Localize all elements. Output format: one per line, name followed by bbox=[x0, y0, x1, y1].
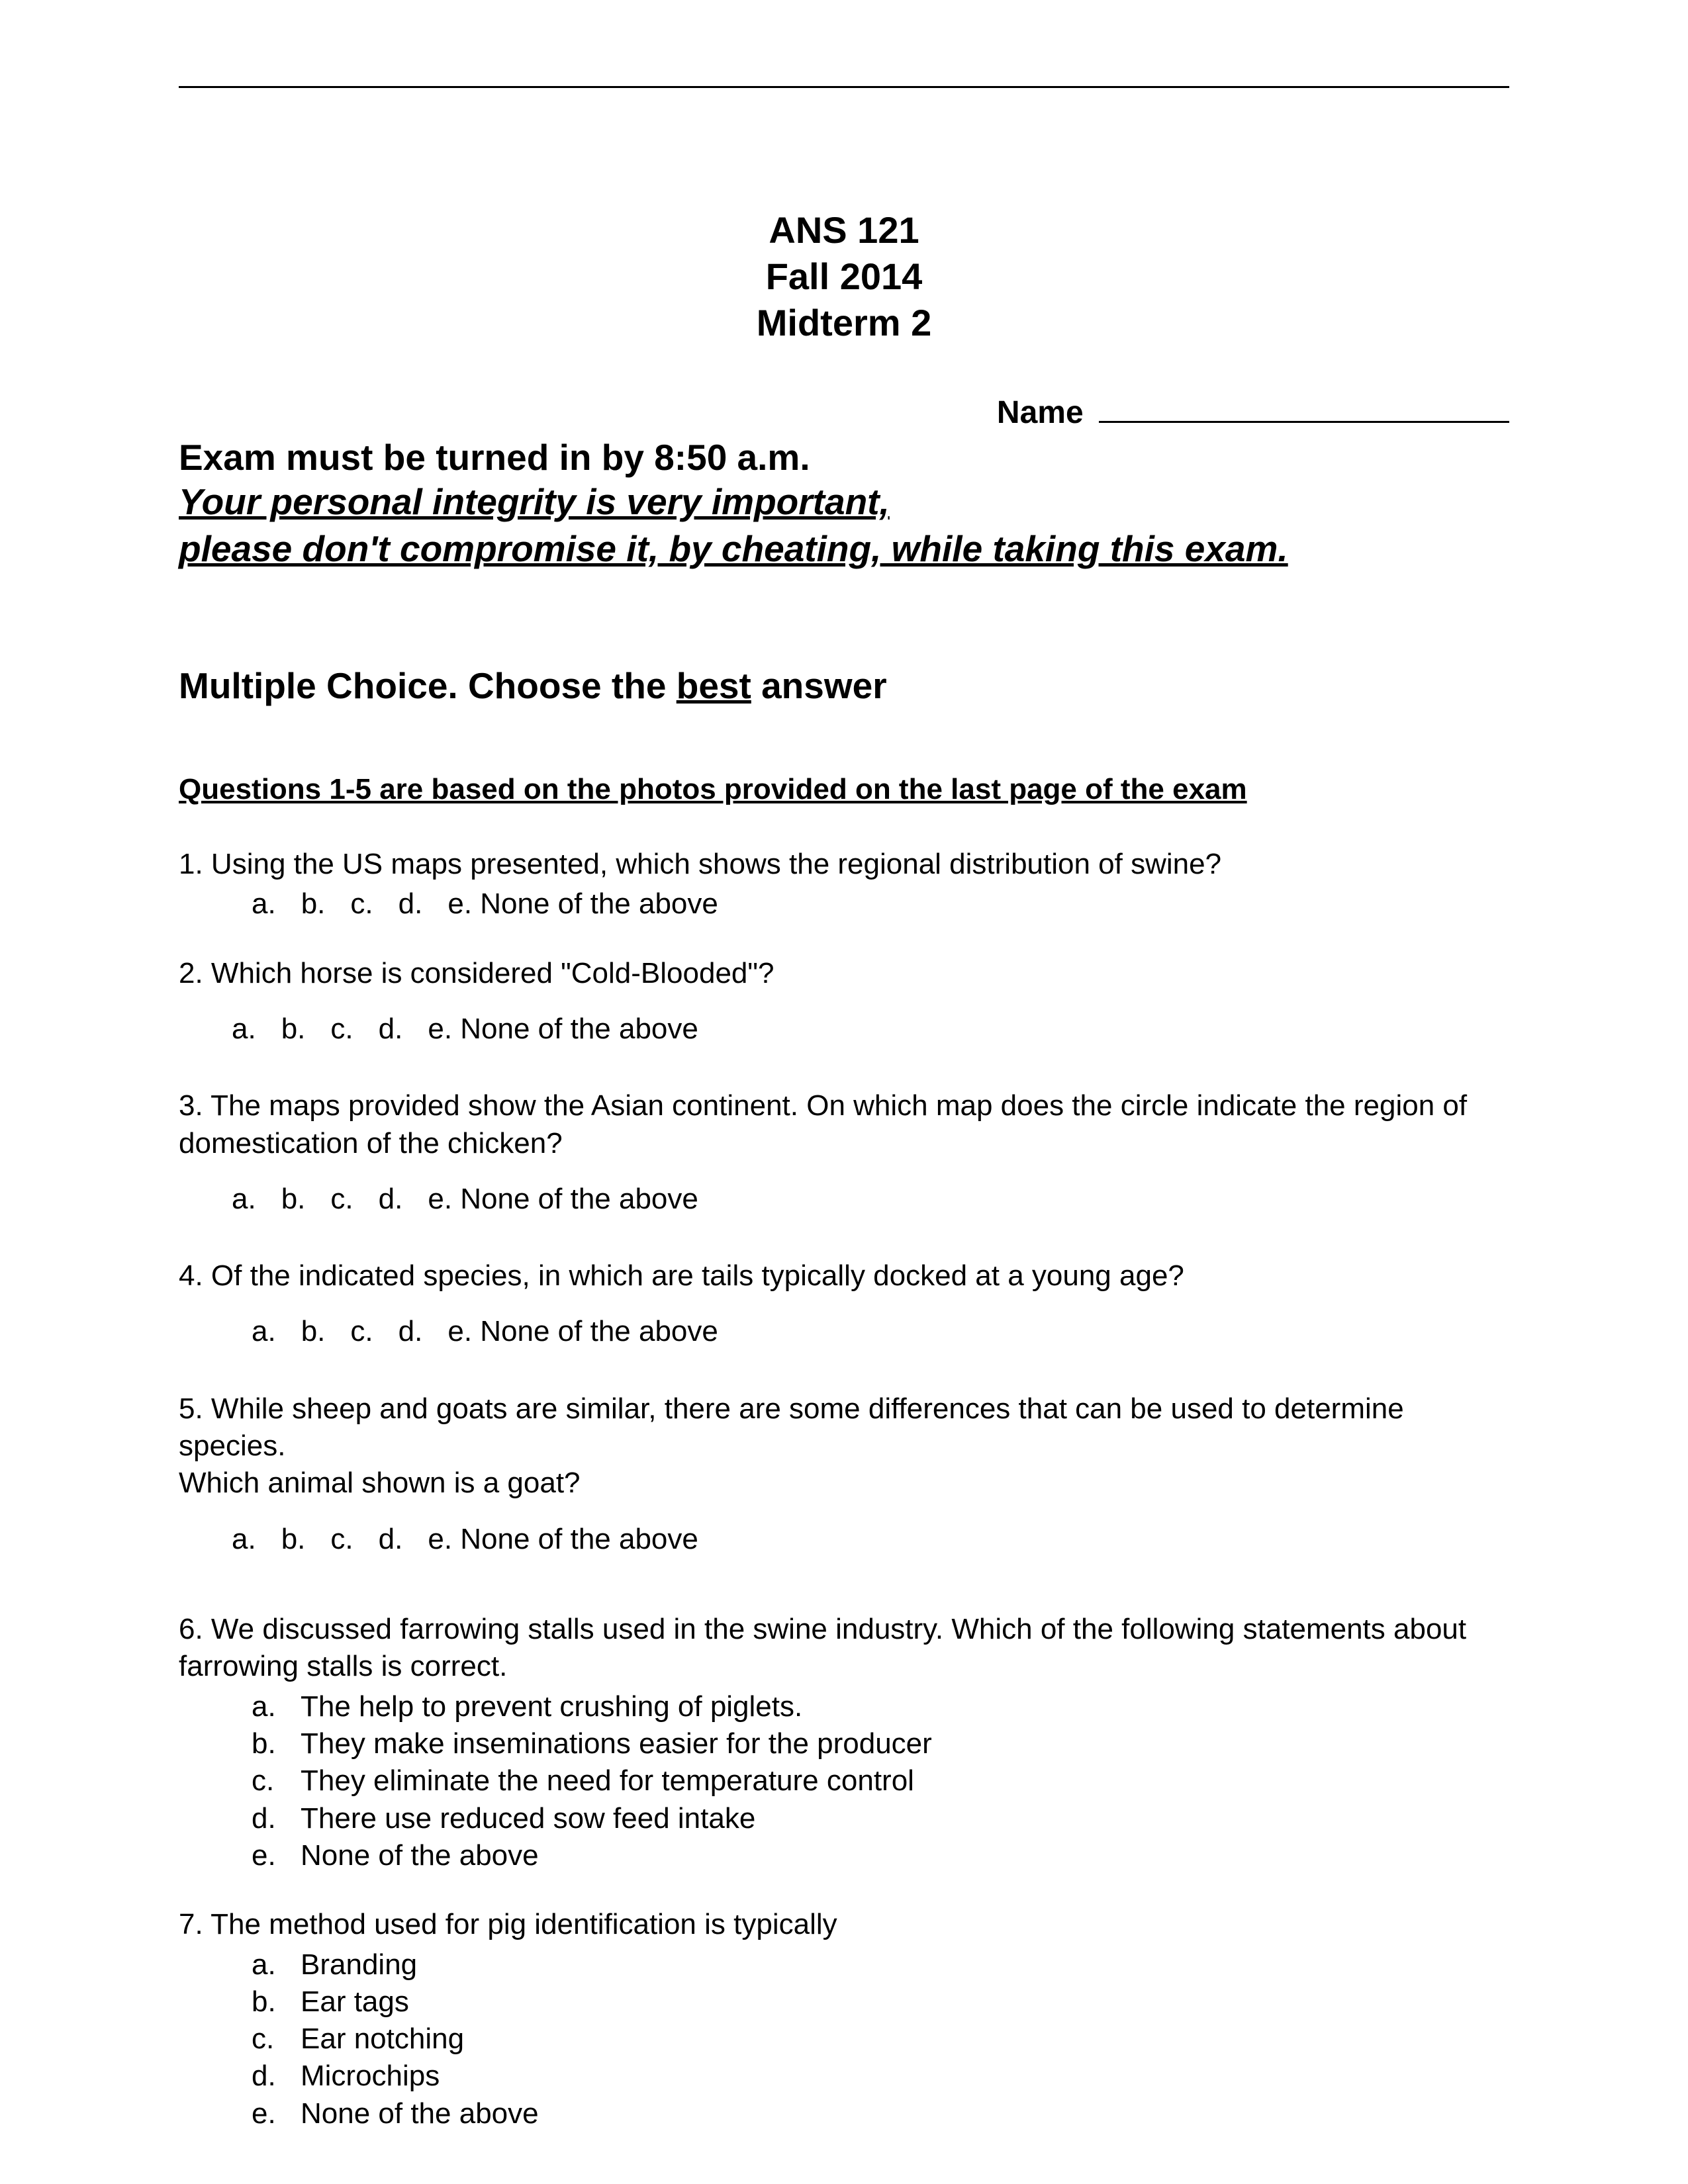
question-5: 5. While sheep and goats are similar, th… bbox=[179, 1390, 1509, 1558]
q5-stem-l1: 5. While sheep and goats are similar, th… bbox=[179, 1390, 1509, 1465]
q2-opt-b[interactable]: b. bbox=[281, 1011, 306, 1048]
mc-title-underlined: best bbox=[677, 665, 751, 706]
q7-options: a.Branding b.Ear tags c.Ear notching d.M… bbox=[179, 1946, 1509, 2133]
integrity-block: Your personal integrity is very importan… bbox=[179, 478, 1509, 572]
q1-opt-d[interactable]: d. bbox=[399, 886, 423, 923]
q6-stem-l1: 6. We discussed farrowing stalls used in… bbox=[179, 1611, 1509, 1648]
question-1: 1. Using the US maps presented, which sh… bbox=[179, 846, 1509, 923]
q3-opt-e[interactable]: e. None of the above bbox=[428, 1181, 698, 1218]
q3-stem-l1: 3. The maps provided show the Asian cont… bbox=[179, 1087, 1509, 1124]
q7-opt-e[interactable]: e.None of the above bbox=[252, 2095, 1509, 2132]
q7-stem: 7. The method used for pig identificatio… bbox=[179, 1906, 1509, 1943]
q1-opt-c[interactable]: c. bbox=[350, 886, 373, 923]
q3-opt-b[interactable]: b. bbox=[281, 1181, 306, 1218]
q1-stem: 1. Using the US maps presented, which sh… bbox=[179, 846, 1509, 883]
q6-options: a.The help to prevent crushing of piglet… bbox=[179, 1688, 1509, 1875]
top-rule bbox=[179, 86, 1509, 88]
header-line-2: Fall 2014 bbox=[179, 253, 1509, 300]
q2-stem: 2. Which horse is considered "Cold-Blood… bbox=[179, 955, 1509, 992]
q6-opt-d[interactable]: d.There use reduced sow feed intake bbox=[252, 1800, 1509, 1837]
q4-stem: 4. Of the indicated species, in which ar… bbox=[179, 1257, 1509, 1295]
q5-stem-l2: Which animal shown is a goat? bbox=[179, 1465, 1509, 1502]
q4-opt-a[interactable]: a. bbox=[252, 1313, 276, 1350]
mc-title-post: answer bbox=[751, 665, 887, 706]
exam-page: ANS 121 Fall 2014 Midterm 2 Name Exam mu… bbox=[0, 0, 1688, 2184]
question-3: 3. The maps provided show the Asian cont… bbox=[179, 1087, 1509, 1218]
q7-opt-d[interactable]: d.Microchips bbox=[252, 2058, 1509, 2095]
question-7: 7. The method used for pig identificatio… bbox=[179, 1906, 1509, 2132]
q4-options: a. b. c. d. e. None of the above bbox=[179, 1313, 1509, 1350]
name-row: Name bbox=[179, 392, 1509, 431]
q2-opt-c[interactable]: c. bbox=[330, 1011, 353, 1048]
q6-stem-l2: farrowing stalls is correct. bbox=[179, 1648, 1509, 1685]
q5-opt-b[interactable]: b. bbox=[281, 1521, 306, 1558]
q1-opt-e[interactable]: e. None of the above bbox=[447, 886, 718, 923]
q3-opt-d[interactable]: d. bbox=[379, 1181, 403, 1218]
q3-opt-a[interactable]: a. bbox=[232, 1181, 256, 1218]
integrity-line-1: Your personal integrity is very importan… bbox=[179, 478, 1509, 525]
exam-header: ANS 121 Fall 2014 Midterm 2 bbox=[179, 207, 1509, 346]
header-line-1: ANS 121 bbox=[179, 207, 1509, 253]
deadline-line: Exam must be turned in by 8:50 a.m. bbox=[179, 436, 1509, 478]
q7-opt-a[interactable]: a.Branding bbox=[252, 1946, 1509, 1983]
q2-opt-d[interactable]: d. bbox=[379, 1011, 403, 1048]
name-blank[interactable] bbox=[1099, 392, 1509, 423]
header-line-3: Midterm 2 bbox=[179, 300, 1509, 346]
q3-options: a. b. c. d. e. None of the above bbox=[179, 1181, 1509, 1218]
q2-opt-e[interactable]: e. None of the above bbox=[428, 1011, 698, 1048]
q1-options: a. b. c. d. e. None of the above bbox=[179, 886, 1509, 923]
question-2: 2. Which horse is considered "Cold-Blood… bbox=[179, 955, 1509, 1048]
question-6: 6. We discussed farrowing stalls used in… bbox=[179, 1611, 1509, 1874]
q2-opt-a[interactable]: a. bbox=[232, 1011, 256, 1048]
question-4: 4. Of the indicated species, in which ar… bbox=[179, 1257, 1509, 1351]
q3-stem-l2: domestication of the chicken? bbox=[179, 1125, 1509, 1162]
mc-title-pre: Multiple Choice. Choose the bbox=[179, 665, 677, 706]
photo-instruction: Questions 1-5 are based on the photos pr… bbox=[179, 773, 1509, 806]
q7-opt-c[interactable]: c.Ear notching bbox=[252, 2021, 1509, 2058]
q4-opt-e[interactable]: e. None of the above bbox=[447, 1313, 718, 1350]
q5-options: a. b. c. d. e. None of the above bbox=[179, 1521, 1509, 1558]
q6-opt-a[interactable]: a.The help to prevent crushing of piglet… bbox=[252, 1688, 1509, 1725]
q6-opt-b[interactable]: b.They make inseminations easier for the… bbox=[252, 1725, 1509, 1762]
q5-opt-c[interactable]: c. bbox=[330, 1521, 353, 1558]
q3-opt-c[interactable]: c. bbox=[330, 1181, 353, 1218]
mc-section-title: Multiple Choice. Choose the best answer bbox=[179, 664, 1509, 707]
name-label: Name bbox=[997, 395, 1084, 430]
q1-opt-b[interactable]: b. bbox=[301, 886, 326, 923]
q6-opt-e[interactable]: e.None of the above bbox=[252, 1837, 1509, 1874]
q4-opt-d[interactable]: d. bbox=[399, 1313, 423, 1350]
q6-opt-c[interactable]: c.They eliminate the need for temperatur… bbox=[252, 1762, 1509, 1799]
q5-opt-d[interactable]: d. bbox=[379, 1521, 403, 1558]
q5-opt-a[interactable]: a. bbox=[232, 1521, 256, 1558]
q4-opt-c[interactable]: c. bbox=[350, 1313, 373, 1350]
q4-opt-b[interactable]: b. bbox=[301, 1313, 326, 1350]
q2-options: a. b. c. d. e. None of the above bbox=[179, 1011, 1509, 1048]
integrity-line-2: please don't compromise it, by cheating,… bbox=[179, 525, 1509, 572]
q1-opt-a[interactable]: a. bbox=[252, 886, 276, 923]
q5-opt-e[interactable]: e. None of the above bbox=[428, 1521, 698, 1558]
q7-opt-b[interactable]: b.Ear tags bbox=[252, 1983, 1509, 2021]
